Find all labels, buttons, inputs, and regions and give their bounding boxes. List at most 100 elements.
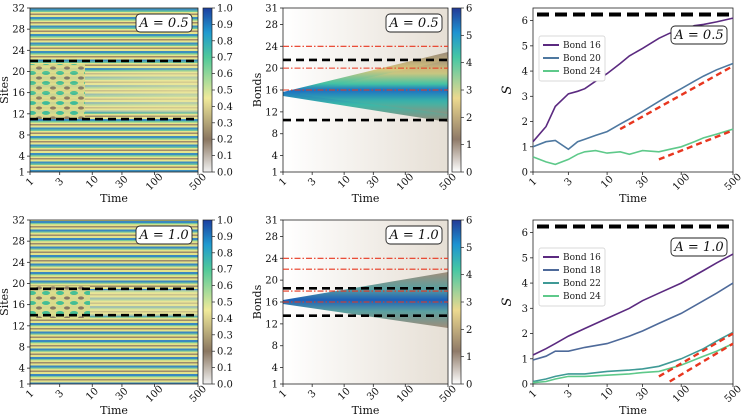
panel-bottom-left-cbar-tick-label: 1.0 xyxy=(217,216,233,227)
panel-top-right-series-bond-24 xyxy=(532,128,734,166)
panel-top-middle-cbar-frame xyxy=(451,7,462,173)
panel-bottom-left-xlabel: Time xyxy=(100,404,128,417)
panel-bottom-middle-annotation-box xyxy=(385,225,443,245)
panel-bottom-left-ytick-label: 16 xyxy=(12,300,25,311)
panel-bottom-right-xtick-label: 3 xyxy=(563,388,575,400)
panel-bottom-left-ytick-label: 12 xyxy=(12,321,25,332)
panel-bottom-left-ytick-label: 28 xyxy=(12,237,25,248)
panel-top-middle-cbar-tick-label: 0 xyxy=(466,168,472,179)
panel-bottom-right-series-bond-24 xyxy=(532,342,734,384)
panel-top-right-ylabel: S xyxy=(500,85,515,94)
panel-top-left-cbar-tick-label: 0.4 xyxy=(217,102,233,113)
panel-bottom-right-legend-label: Bond 16 xyxy=(563,253,601,263)
panel-bottom-middle-ytick-label: 8 xyxy=(272,341,278,352)
panel-bottom-right-xtick-label: 30 xyxy=(634,386,651,403)
panel-bottom-right-ytick-label: 4 xyxy=(522,279,528,290)
panel-top-left-ytick-label: 12 xyxy=(12,109,25,120)
panel-bottom-middle-xtick-label: 30 xyxy=(365,386,382,403)
panel-top-middle-ytick-label: 24 xyxy=(265,42,278,53)
panel-top-left-xlabel: Time xyxy=(100,192,128,205)
panel-bottom-right-ytick-label: 2 xyxy=(522,329,528,340)
panel-bottom-left-cbar-tick-label: 0.6 xyxy=(217,281,233,292)
panel-bottom-middle-ytick-label: 12 xyxy=(265,319,278,330)
panel-bottom-right-ytick-label: 0 xyxy=(522,380,528,391)
panel-bottom-left-ylabel: Sites xyxy=(0,288,11,316)
panel-top-left-ytick-label: 20 xyxy=(12,67,25,78)
panel-top-left-xtick-label: 30 xyxy=(114,174,131,191)
panel-top-left-xtick-label: 10 xyxy=(84,174,101,191)
panel-bottom-middle-cbar-tick-label: 0 xyxy=(466,380,472,391)
panel-top-middle-xtick-label: 3 xyxy=(306,176,318,188)
panel-bottom-left-ytick-label: 1 xyxy=(19,380,25,391)
panel-top-middle-cbar-tick-label: 2 xyxy=(466,113,472,124)
panel-top-right-series-bond-16 xyxy=(532,17,734,143)
panel-top-left-frame xyxy=(29,7,199,173)
panel-top-left-ylabel: Sites xyxy=(0,76,11,104)
panel-bottom-middle-ytick-label: 28 xyxy=(265,232,278,243)
panel-top-middle-ytick-label: 1 xyxy=(272,168,278,179)
panel-bottom-left-xtick-label: 10 xyxy=(84,386,101,403)
panel-bottom-left-ytick-label: 32 xyxy=(12,216,25,227)
panel-top-middle-ytick-label: 31 xyxy=(265,4,278,15)
panel-bottom-right-series-bond-16 xyxy=(532,253,734,356)
panel-top-middle-ytick-label: 4 xyxy=(272,151,278,162)
panel-top-left-cbar-tick-label: 0.9 xyxy=(217,20,233,31)
panel-top-middle-cbar-tick-label: 6 xyxy=(466,4,472,15)
panel-top-left-xtick-label: 1 xyxy=(24,176,36,188)
panel-bottom-left-cbar-tick-label: 0.1 xyxy=(217,363,233,374)
panel-bottom-middle-ytick-label: 4 xyxy=(272,363,278,374)
panel-top-left-ytick-label: 16 xyxy=(12,88,25,99)
panel-top-left-ytick-label: 8 xyxy=(19,130,25,141)
panel-top-right-xtick-label: 3 xyxy=(563,176,575,188)
panel-bottom-left-xtick-label: 3 xyxy=(54,388,66,400)
panel-top-right-xtick-label: 500 xyxy=(723,172,744,193)
panel-top-left-ytick-label: 28 xyxy=(12,25,25,36)
panel-top-middle-ytick-label: 20 xyxy=(265,64,278,75)
panel-top-left-cbar-tick-label: 0.6 xyxy=(217,69,233,80)
panel-bottom-middle-cbar-tick-label: 3 xyxy=(466,298,472,309)
panel-top-left-cbar-tick-label: 1.0 xyxy=(217,4,233,15)
panel-bottom-left-annotation: A = 1.0 xyxy=(138,228,188,243)
panel-top-right-ytick-label: 1 xyxy=(522,142,528,153)
panel-top-left-xtick-label: 500 xyxy=(188,172,209,193)
panel-bottom-left-xtick-label: 500 xyxy=(188,384,209,405)
panel-top-middle-cbar-tick-label: 4 xyxy=(466,58,472,69)
panel-bottom-right-fit-line xyxy=(658,332,734,378)
colorbar-top-middle xyxy=(452,8,461,172)
panel-bottom-left-cbar-tick-label: 0.4 xyxy=(217,314,233,325)
panel-bottom-middle-ylabel: Bonds xyxy=(251,284,264,319)
panel-bottom-left-cbar-tick-label: 0.7 xyxy=(217,265,233,276)
panel-bottom-right-legend-label: Bond 18 xyxy=(563,266,601,276)
panel-bottom-right-ytick-label: 6 xyxy=(522,228,528,239)
panel-bottom-left-cbar-frame xyxy=(202,219,213,385)
panel-bottom-right-fit-line xyxy=(669,342,734,383)
panel-bottom-right-xtick-label: 1 xyxy=(527,388,539,400)
panel-top-middle-xtick-label: 100 xyxy=(395,172,416,193)
panel-bottom-left-cbar-tick-label: 0.0 xyxy=(217,380,233,391)
panel-top-middle-xtick-label: 1 xyxy=(277,176,289,188)
panel-bottom-middle-ytick-label: 16 xyxy=(265,298,278,309)
heatmap-top-middle-image xyxy=(283,8,448,172)
panel-bottom-middle-cbar-tick-label: 5 xyxy=(466,243,472,254)
panel-top-left-annotation-box xyxy=(135,13,193,33)
panel-top-middle-ytick-label: 16 xyxy=(265,86,278,97)
panel-top-middle-ylabel: Bonds xyxy=(251,72,264,107)
panel-top-left-cbar-tick-label: 0.7 xyxy=(217,53,233,64)
panel-top-right-ytick-label: 2 xyxy=(522,117,528,128)
heatmap-top-left-image xyxy=(30,8,198,172)
panel-bottom-left-cbar-tick-label: 0.9 xyxy=(217,232,233,243)
panel-bottom-middle-ytick-label: 24 xyxy=(265,254,278,265)
panel-top-left-annotation: A = 0.5 xyxy=(138,16,188,31)
panel-bottom-middle-xtick-label: 1 xyxy=(277,388,289,400)
heatmap-bottom-left-image xyxy=(30,220,198,384)
panel-bottom-middle-ytick-label: 31 xyxy=(265,216,278,227)
panel-top-right-xlabel: Time xyxy=(619,192,647,205)
panel-top-right-xtick-label: 10 xyxy=(599,174,616,191)
panel-top-left-xtick-label: 3 xyxy=(54,176,66,188)
panel-bottom-right-legend-label: Bond 22 xyxy=(563,279,601,289)
panel-bottom-right-ytick-label: 5 xyxy=(522,253,528,264)
panel-top-left-cbar-tick-label: 0.5 xyxy=(217,86,233,97)
panel-top-right-series-bond-20 xyxy=(532,62,734,151)
panel-top-left: 1 3 10 30 100 500 1 4 8 12 16 20 24 28 32 Time Sites 0.0 0… xyxy=(0,4,233,206)
